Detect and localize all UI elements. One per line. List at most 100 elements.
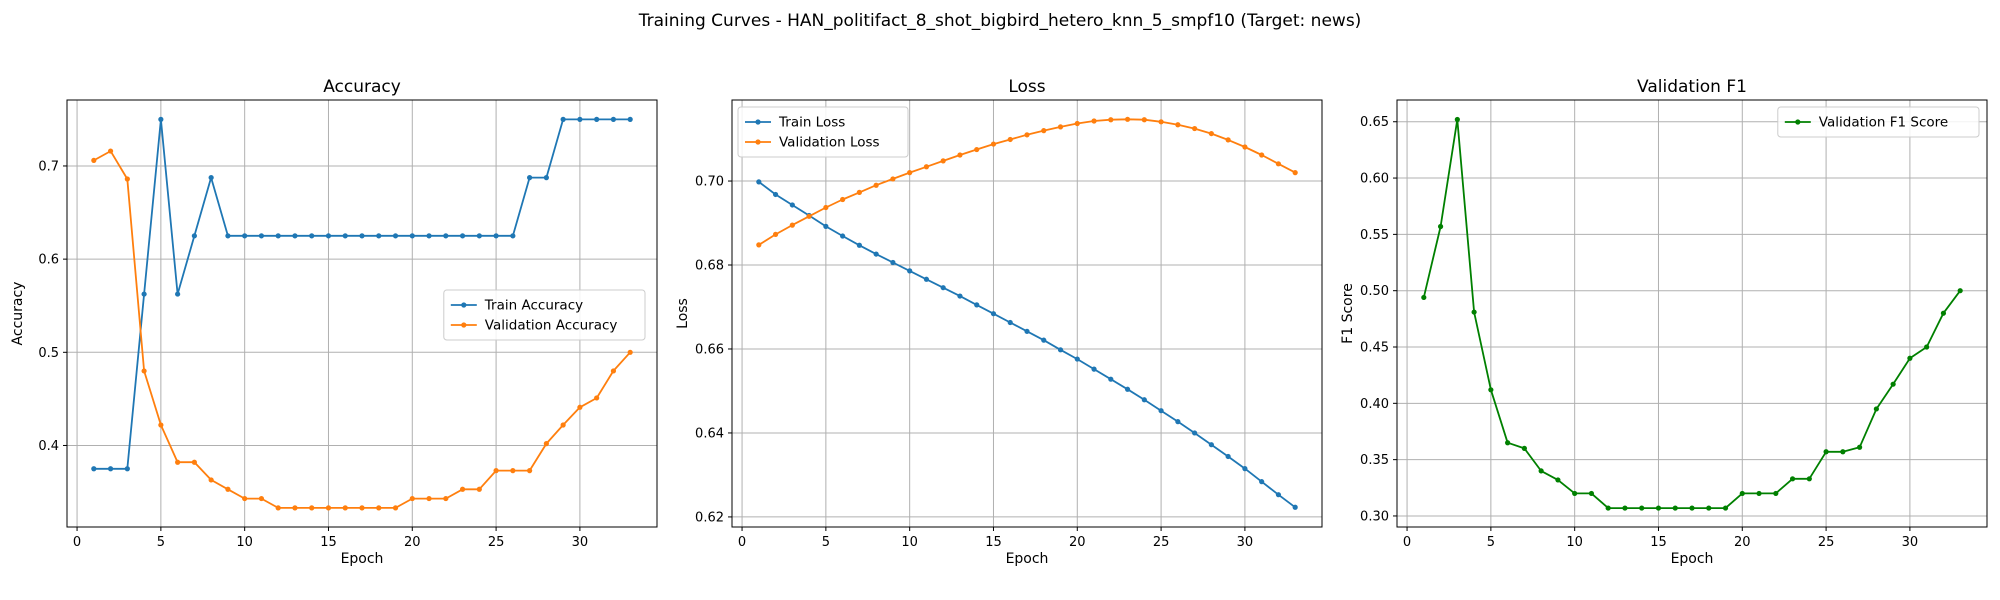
- train-accuracy-point: [242, 233, 248, 239]
- train-accuracy-point: [627, 116, 633, 122]
- validation-loss-point: [1175, 122, 1181, 128]
- train-loss-point: [1041, 337, 1047, 343]
- subplot-title: Accuracy: [323, 77, 401, 97]
- legend-label: Validation Accuracy: [485, 318, 618, 334]
- validation-accuracy-point: [426, 495, 432, 502]
- validation-loss-point: [1041, 128, 1047, 134]
- train-accuracy-point: [275, 233, 281, 239]
- y-tick-label: 0.5: [38, 346, 59, 361]
- validation-loss-point: [957, 152, 963, 158]
- validation-accuracy-point: [258, 495, 265, 502]
- validation-loss-point: [1259, 152, 1265, 158]
- validation-accuracy-point: [292, 505, 298, 511]
- validation-loss-point: [890, 176, 896, 182]
- validation-loss-point: [806, 213, 812, 219]
- validation-loss-point: [990, 141, 997, 147]
- train-loss-point: [1108, 376, 1114, 382]
- validation-f1-score-point: [1940, 310, 1947, 316]
- train-accuracy-point: [292, 233, 298, 239]
- y-tick-label: 0.6: [38, 253, 59, 268]
- train-accuracy-point: [175, 291, 181, 297]
- legend-swatch-marker: [461, 302, 467, 308]
- validation-f1-score-point: [1572, 490, 1578, 497]
- train-loss-point: [756, 179, 762, 185]
- train-accuracy-point: [359, 233, 365, 239]
- validation-accuracy-point: [359, 505, 365, 511]
- train-loss-point: [1242, 466, 1248, 472]
- train-accuracy-point: [392, 233, 399, 239]
- validation-f1-score-point: [1622, 505, 1628, 511]
- x-axis-label: Epoch: [1671, 551, 1714, 567]
- legend-label: Validation F1 Score: [1819, 115, 1948, 131]
- train-accuracy-point: [543, 175, 549, 181]
- train-accuracy-point: [510, 233, 516, 239]
- validation-loss-point: [1108, 117, 1114, 123]
- train-loss-point: [1259, 479, 1265, 485]
- validation-accuracy-point: [493, 468, 499, 474]
- validation-f1-score-point: [1924, 344, 1930, 350]
- axes-frame: [1396, 99, 1988, 528]
- train-accuracy-point: [225, 233, 231, 239]
- y-tick-label: 0.35: [1360, 453, 1389, 468]
- subplot-title: Validation F1: [1637, 77, 1747, 97]
- train-loss-point: [1275, 492, 1282, 498]
- x-tick-label: 5: [157, 535, 165, 550]
- validation-loss-point: [840, 196, 846, 203]
- x-axis-label: Epoch: [1006, 551, 1049, 567]
- validation-f1-score-point: [1421, 294, 1427, 301]
- validation-f1-score-point: [1672, 505, 1678, 511]
- validation-f1-score-point: [1907, 355, 1913, 361]
- validation-f1-score-point: [1840, 449, 1846, 455]
- x-tick-label: 25: [1153, 535, 1170, 550]
- validation-accuracy-point: [325, 505, 332, 511]
- x-tick-label: 5: [822, 535, 830, 550]
- validation-accuracy-point: [560, 422, 566, 428]
- train-loss-point: [1208, 442, 1214, 448]
- train-loss-point: [1225, 453, 1231, 460]
- legend-box: [1777, 106, 1980, 138]
- validation-loss-point: [1124, 116, 1131, 122]
- train-accuracy-point: [594, 116, 600, 122]
- x-tick-label: 10: [901, 535, 918, 550]
- validation-loss-point: [1275, 161, 1282, 167]
- x-axis-label: Epoch: [341, 551, 384, 567]
- validation-accuracy-point: [275, 505, 281, 511]
- validation-accuracy-point: [627, 349, 633, 355]
- validation-loss-point: [1024, 132, 1030, 138]
- legend-swatch-marker: [755, 119, 761, 125]
- train-accuracy-point: [409, 233, 415, 239]
- validation-f1-score-point: [1789, 476, 1796, 482]
- validation-loss-point: [940, 158, 946, 164]
- train-loss-point: [1192, 430, 1198, 436]
- validation-loss-point: [1091, 118, 1097, 124]
- validation-accuracy-point: [208, 477, 214, 483]
- validation-loss-point: [856, 189, 862, 195]
- x-tick-label: 0: [738, 535, 746, 550]
- train-loss-point: [1024, 328, 1030, 334]
- subplot-validation-f1: 0 5 10 15 20 25 30 0.30 0.35 0.40 0.45 0.50 0.55 0.60…: [1340, 77, 1988, 567]
- x-tick-label: 15: [985, 535, 1002, 550]
- train-accuracy-point: [376, 233, 382, 239]
- validation-loss-point: [789, 222, 795, 228]
- x-tick-label: 10: [236, 535, 253, 550]
- validation-loss-point: [1007, 136, 1013, 143]
- validation-loss-point: [1141, 117, 1147, 123]
- legend-swatch-marker: [1795, 119, 1801, 125]
- validation-accuracy-point: [392, 505, 399, 511]
- subplot-accuracy: 0 5 10 15 20 25 30 0.4 0.5 0.6 0.7 Accuracy Epoch Acc…: [10, 77, 658, 567]
- validation-accuracy-point: [175, 459, 181, 465]
- train-accuracy-point: [107, 466, 114, 472]
- validation-f1-score-point: [1488, 387, 1494, 393]
- subplot-panels: 0 5 10 15 20 25 30 0.4 0.5 0.6 0.7 Accuracy Epoch Acc…: [10, 77, 1988, 567]
- validation-accuracy-point: [510, 468, 516, 474]
- validation-f1-score-point: [1857, 444, 1863, 450]
- x-tick-label: 25: [488, 535, 505, 550]
- train-loss-point: [1141, 397, 1147, 403]
- validation-f1-score-point: [1655, 505, 1662, 511]
- validation-accuracy-point: [124, 176, 130, 182]
- train-loss-point: [873, 251, 879, 257]
- validation-f1-score-point: [1538, 468, 1544, 474]
- legend-swatch-marker: [755, 139, 761, 145]
- train-accuracy-point: [493, 233, 499, 239]
- validation-accuracy-point: [342, 505, 348, 511]
